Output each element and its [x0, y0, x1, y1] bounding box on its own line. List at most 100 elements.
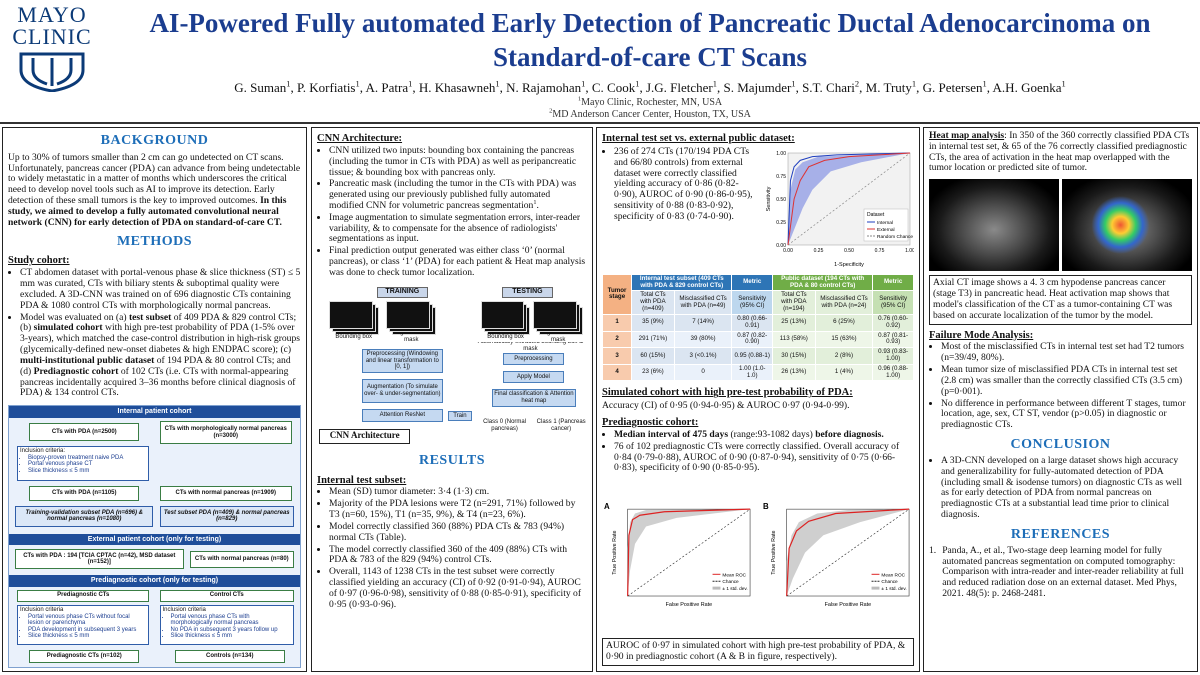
column: BACKGROUND Up to 30% of tumors smaller th… — [2, 127, 307, 672]
bullet-item: Most of the misclassified CTs in interna… — [941, 342, 1192, 364]
criteria-list: Portal venous phase CTs without focal le… — [20, 614, 146, 640]
table-cell: 23 (6%) — [631, 363, 675, 382]
subheading: Internal test subset: — [317, 474, 407, 486]
bullet-item: Mean tumor size of misclassified PDA CTs… — [941, 364, 1192, 397]
text-run: of 102 CTs (i.e. CTs with normal-appeari… — [20, 365, 296, 399]
text-run: Axial CT image shows a 4. 3 cm hypodense… — [933, 277, 1173, 321]
authors: G. Suman1, P. Korfiatis1, A. Patra1, H. … — [100, 78, 1200, 96]
criteria-item: Biopsy-proven treatment naive PDA — [28, 455, 146, 462]
criteria-item: PDA development in subsequent 3 years — [28, 627, 146, 634]
bullet-list: Most of the misclassified CTs in interna… — [929, 342, 1192, 432]
bold: before diagnosis. — [815, 428, 884, 440]
confidence-band — [788, 152, 910, 245]
table-header-row: Tumor stage Internal test subset (409 CTs… — [601, 273, 914, 315]
flow-box: CTs with PDA : 194 [TCIA CPTAC (n=42), M… — [15, 549, 184, 570]
table-subheader-cell: Total CTs with PDA (n=194) — [772, 290, 816, 315]
flow-box: Internal patient cohort — [9, 406, 300, 418]
bold: In this study, we aimed to develop a ful… — [8, 195, 287, 228]
text-run: MD Anderson Cancer Center, Houston, TX, … — [552, 109, 751, 120]
logo: MAYO CLINIC — [6, 4, 98, 92]
criteria-list: Portal venous phase CTs with morphologic… — [163, 614, 291, 640]
roc-with-text: 236 of 274 CTs (170/194 PDA CTs and 66/8… — [602, 145, 914, 269]
ct-thumbnail — [480, 300, 525, 329]
architecture-diagram: TRAINING TESTING Bounding box Segmentation … — [317, 285, 587, 447]
table-cell: 15 (63%) — [814, 330, 874, 349]
sup: 1 — [712, 78, 717, 89]
diagram-label: Bounding box — [335, 333, 373, 340]
bullet-item: 236 of 274 CTs (170/194 PDA CTs and 66/8… — [614, 145, 760, 223]
flow-box: Prediagnostic CTs — [17, 590, 150, 602]
text-run: Model was evaluated on (a) — [20, 311, 129, 323]
text-run: of 194 PDA & 80 control CTs; and (d) — [20, 354, 291, 377]
mean-roc — [786, 508, 910, 597]
diagram-label: TRAINING — [376, 286, 429, 298]
diagram-label: Automatically extracted bounding box & m… — [477, 341, 584, 350]
section-heading: RESULTS — [418, 452, 486, 468]
bullet-item: The model correctly classified 360 of th… — [329, 544, 587, 567]
text-run: Pancreatic mask (including the tumor in … — [329, 178, 577, 211]
table-cell: 26 (13%) — [772, 363, 816, 382]
text-run: CT abdomen dataset with portal-venous ph… — [20, 267, 301, 311]
legend-label: Mean ROC — [881, 573, 905, 579]
ct-thumbnail — [533, 300, 578, 329]
criteria-title: Inclusion criteria: — [20, 447, 66, 454]
bold: test subset — [128, 311, 172, 323]
reference-number: 1. — [929, 544, 937, 556]
table-header-cell: Metric — [872, 273, 914, 292]
ct-image — [929, 179, 1059, 272]
diagram-label: Segmentation mask — [539, 332, 577, 341]
text-run: CNN utilized two inputs: bounding box co… — [329, 144, 577, 178]
table-cell: 6 (25%) — [814, 313, 874, 332]
table-header-cell: Metric — [731, 273, 774, 292]
table-cell: 1 — [601, 313, 633, 332]
text-run: , N. Rajamohan — [499, 80, 582, 95]
flow-box: Control CTs — [159, 590, 294, 602]
reference-text: Panda, A., et al., Two-stage deep learni… — [942, 544, 1184, 600]
bold: Prediagnostic cohort — [33, 365, 119, 377]
text-run: Accuracy (CI) of 0·95 (0·94-0·95) & AURO… — [602, 400, 850, 412]
diagram-label: Final classification & Attention heat ma… — [491, 388, 577, 407]
text-run: 76 of 102 prediagnostic CTs were correct… — [614, 440, 900, 474]
flow-box: CTs with normal pancreas (n=80) — [189, 551, 294, 568]
section-heading: BACKGROUND — [100, 133, 209, 148]
table-cell: 0.87 (0.81-0.93) — [872, 330, 914, 349]
paragraph: Up to 30% of tumors smaller than 2 cm ca… — [8, 152, 301, 229]
flow-box: Training-validation subset PDA (n=696) &… — [15, 505, 154, 528]
text-run: Mean tumor size of misclassified PDA CTs… — [941, 364, 1183, 397]
subheading: Failure Mode Analysis: — [929, 329, 1034, 341]
sup: 1 — [911, 78, 917, 89]
flow-box: External patient cohort (only for testin… — [9, 533, 300, 546]
bullet-list: Median interval of 475 days (range:93-10… — [602, 428, 914, 475]
std-band — [627, 509, 751, 597]
text-run: No difference in performance between dif… — [941, 397, 1186, 431]
y-axis-label: True Positive Rate — [771, 531, 777, 575]
table-subheader-cell: Misclassified CTs with PDA (n=49) — [673, 290, 733, 315]
text-run: , A.H. Goenka — [986, 80, 1062, 95]
table-subheader-row: Total CTs with PDA (n=409) Misclassified … — [603, 290, 914, 315]
sup: 1 — [355, 78, 360, 89]
criteria-item: Slice thickness ≤ 5 mm — [28, 633, 146, 640]
text-run: , J.G. Fletcher — [639, 80, 713, 95]
table-cell: 0 — [673, 363, 733, 382]
panel-label: A — [604, 502, 610, 511]
y-tick-label: 0.00 — [776, 243, 786, 249]
text-run: , S. Majumder — [716, 80, 792, 95]
y-axis-label: Sensitivity — [766, 186, 772, 211]
text-run: Image augmentation to simulate segmentat… — [329, 211, 581, 245]
bullet-item: No difference in performance between dif… — [941, 397, 1192, 431]
sup: 1 — [286, 78, 291, 89]
bullet-item: Mean (SD) tumor diameter: 3·4 (1·3) cm. — [329, 487, 587, 498]
sup: 2 — [854, 78, 860, 89]
ct-thumbnail — [386, 300, 431, 329]
y-tick-label: 1.00 — [776, 151, 786, 157]
text-run: AUROC of 0·97 in simulated cohort with h… — [606, 640, 906, 663]
diagram-label: Preprocessing — [502, 352, 565, 365]
y-tick-label: 0.50 — [776, 197, 786, 203]
text-run: 236 of 274 CTs (170/194 PDA CTs and 66/8… — [614, 145, 753, 222]
subheading: Study cohort: — [8, 255, 70, 267]
text-run: (range:93-1082 days) — [728, 428, 816, 440]
sup: 1 — [791, 78, 796, 89]
table-cell: 7 (14%) — [673, 313, 733, 332]
diagram-label: Attention ResNet — [361, 408, 444, 422]
criteria-list: Biopsy-proven treatment naive PDAPortal … — [20, 455, 146, 475]
